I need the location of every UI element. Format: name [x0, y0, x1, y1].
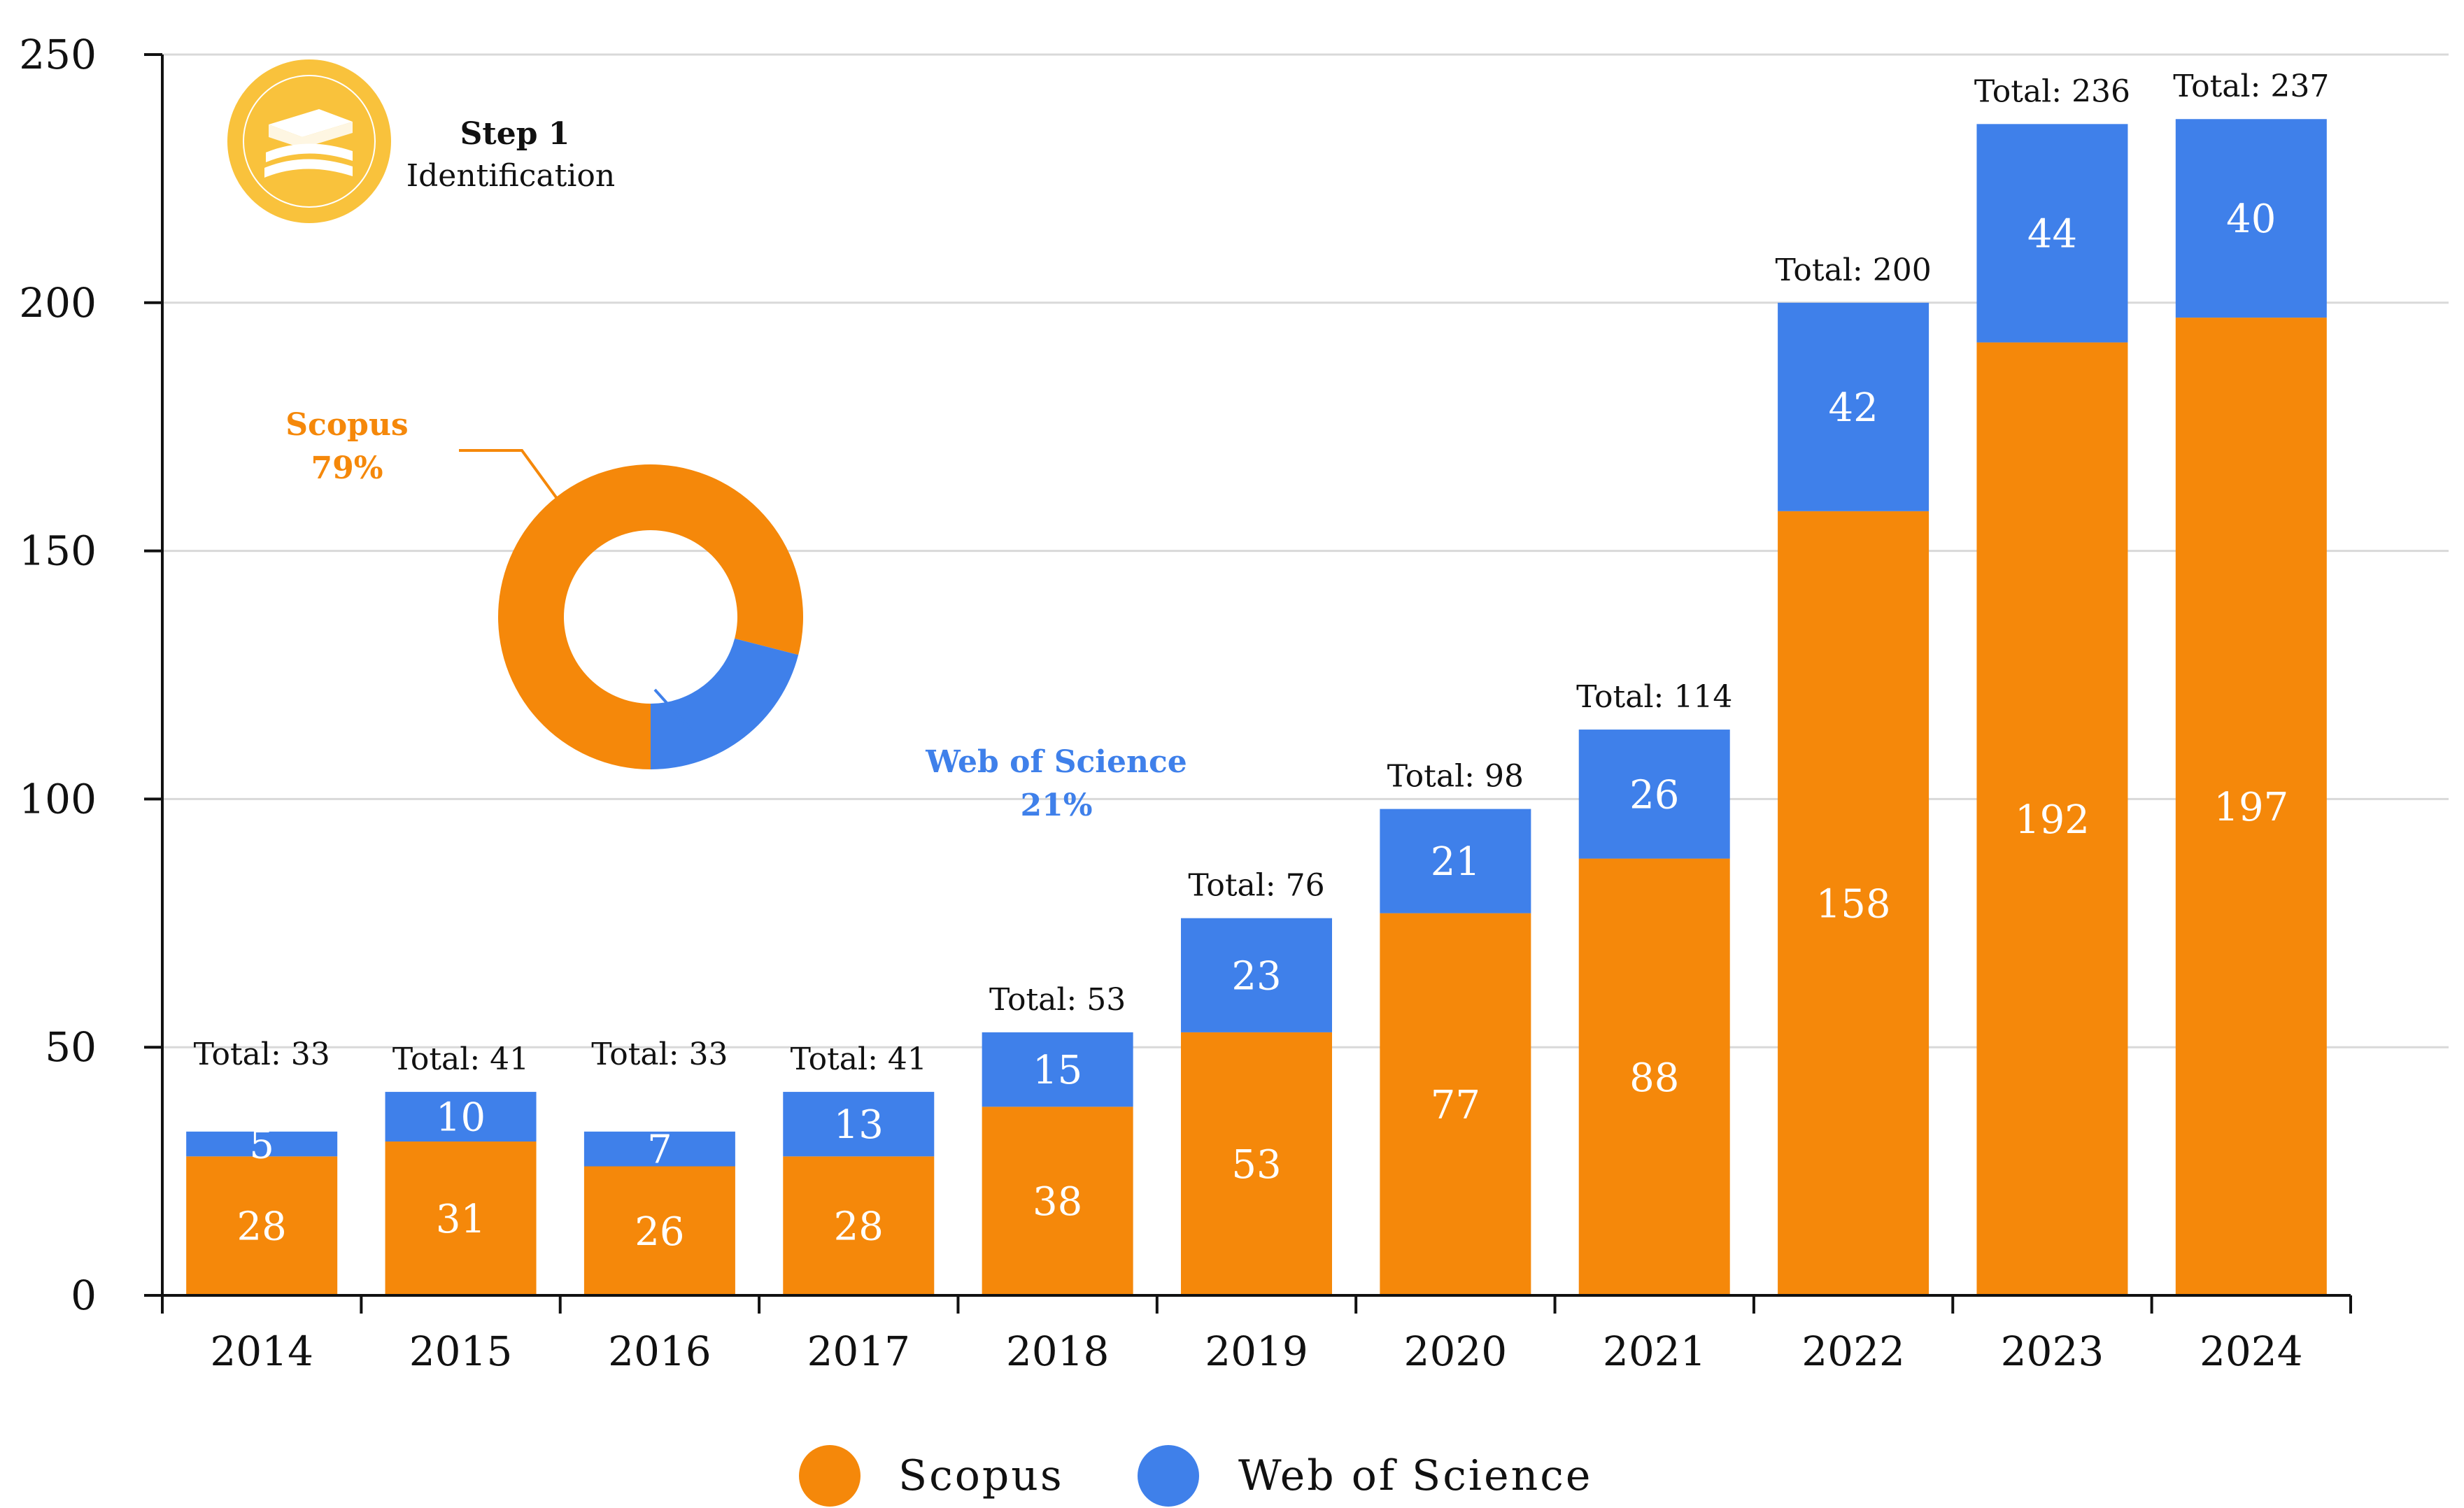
- donut-pct-wos: 21%: [1020, 788, 1092, 823]
- value-label-scopus-2014: 28: [237, 1204, 287, 1250]
- value-label-scopus-2015: 31: [436, 1197, 486, 1242]
- bars: [186, 119, 2327, 1295]
- x-tick-label-2019: 2019: [1205, 1328, 1308, 1375]
- bar-scopus-2015: [385, 1141, 537, 1295]
- x-tick-label-2020: 2020: [1404, 1328, 1508, 1375]
- y-tick-label-0: 0: [71, 1272, 97, 1319]
- value-label-scopus-2024: 197: [2214, 785, 2288, 830]
- bar-scopus-2017: [783, 1156, 935, 1295]
- value-label-wos-2024: 40: [2226, 197, 2276, 242]
- donut-slice-scopus: [497, 464, 803, 769]
- legend-label-wos: Web of Science: [1238, 1451, 1592, 1500]
- tick-labels: 0 50 100 150 200 250 2014 2015 2016 2017 2018 2019 2…: [19, 31, 2302, 1375]
- donut-chart: Scopus 79% Web of Science 21%: [285, 407, 1187, 823]
- x-tick-label-2023: 2023: [2001, 1328, 2104, 1375]
- bar-wos-2017: [783, 1092, 935, 1157]
- total-label-2015: Total: 41: [392, 1041, 529, 1077]
- value-label-wos-2023: 44: [2027, 211, 2077, 257]
- bar-wos-2019: [1181, 918, 1332, 1032]
- y-tick-label-100: 100: [19, 775, 97, 823]
- bar-wos-2015: [385, 1092, 537, 1142]
- x-tick-label-2022: 2022: [1801, 1328, 1905, 1375]
- x-tick-label-2017: 2017: [807, 1328, 910, 1375]
- bar-labels: 28 5 Total: 33 31 10 Total: 41 26 7 Total: 33 28 1…: [194, 69, 2330, 1255]
- value-label-scopus-2020: 77: [1431, 1083, 1480, 1128]
- legend-swatch-scopus: [799, 1445, 861, 1507]
- legend-swatch-wos: [1138, 1445, 1199, 1507]
- x-tick-label-2021: 2021: [1603, 1328, 1706, 1375]
- value-label-scopus-2017: 28: [834, 1204, 884, 1250]
- value-label-wos-2020: 21: [1431, 839, 1480, 885]
- bar-scopus-2020: [1380, 913, 1531, 1295]
- x-tick-label-2014: 2014: [210, 1328, 313, 1375]
- total-label-2018: Total: 53: [989, 982, 1126, 1018]
- value-label-wos-2014: 5: [249, 1123, 274, 1168]
- bar-scopus-2024: [2175, 318, 2327, 1295]
- y-tick-label-200: 200: [19, 279, 97, 327]
- bar-wos-2024: [2175, 119, 2327, 318]
- total-label-2020: Total: 98: [1387, 759, 1524, 795]
- total-label-2016: Total: 33: [591, 1037, 728, 1072]
- x-tick-label-2016: 2016: [608, 1328, 711, 1375]
- bar-scopus-2018: [982, 1107, 1133, 1295]
- total-label-2014: Total: 33: [194, 1037, 330, 1072]
- y-tick-label-250: 250: [19, 31, 97, 78]
- step-subtitle: Identification: [406, 158, 615, 194]
- bar-wos-2023: [1976, 124, 2128, 343]
- x-tick-label-2018: 2018: [1006, 1328, 1110, 1375]
- value-label-wos-2015: 10: [436, 1095, 486, 1141]
- bar-scopus-2021: [1578, 858, 1730, 1295]
- wos-leader-line: [653, 688, 742, 733]
- donut-slice-wos: [651, 638, 799, 769]
- total-label-2017: Total: 41: [791, 1041, 927, 1077]
- scopus-leader-line: [459, 449, 561, 504]
- legend: Scopus Web of Science: [799, 1445, 1592, 1507]
- bar-wos-2014: [186, 1131, 338, 1157]
- value-label-wos-2022: 42: [1828, 385, 1878, 431]
- y-tick-label-50: 50: [45, 1023, 97, 1071]
- value-label-wos-2021: 26: [1629, 772, 1679, 818]
- y-tick-label-150: 150: [19, 527, 97, 575]
- legend-label-scopus: Scopus: [898, 1451, 1064, 1500]
- total-label-2023: Total: 236: [1974, 73, 2130, 109]
- value-label-scopus-2021: 88: [1629, 1055, 1679, 1101]
- value-label-wos-2016: 7: [647, 1128, 672, 1173]
- value-label-scopus-2016: 26: [635, 1209, 684, 1255]
- bar-wos-2020: [1380, 809, 1531, 913]
- books-glyph: [264, 109, 353, 178]
- donut-label-scopus: Scopus: [285, 407, 408, 443]
- value-label-wos-2018: 15: [1033, 1048, 1082, 1093]
- bar-wos-2022: [1778, 302, 1930, 511]
- donut-pct-scopus: 79%: [311, 450, 383, 486]
- donut-label-wos: Web of Science: [925, 744, 1187, 780]
- bar-scopus-2016: [583, 1166, 735, 1295]
- total-label-2019: Total: 76: [1188, 868, 1324, 904]
- books-icon: [227, 59, 391, 223]
- x-tick-label-2024: 2024: [2200, 1328, 2303, 1375]
- bar-wos-2021: [1578, 730, 1730, 859]
- value-label-scopus-2019: 53: [1231, 1142, 1281, 1188]
- total-label-2021: Total: 114: [1576, 679, 1732, 715]
- axes: [144, 53, 2352, 1314]
- bar-scopus-2019: [1181, 1032, 1332, 1295]
- bar-wos-2016: [583, 1131, 735, 1167]
- value-label-scopus-2023: 192: [2015, 797, 2090, 843]
- total-label-2024: Total: 237: [2173, 69, 2329, 104]
- step-badge: Step 1 Identification: [227, 59, 615, 223]
- x-tick-label-2015: 2015: [409, 1328, 513, 1375]
- value-label-scopus-2018: 38: [1033, 1179, 1082, 1225]
- value-label-wos-2017: 13: [834, 1102, 884, 1148]
- bar-wos-2018: [982, 1032, 1133, 1107]
- total-label-2022: Total: 200: [1775, 252, 1931, 288]
- bar-scopus-2014: [186, 1156, 338, 1295]
- value-label-wos-2019: 23: [1231, 953, 1281, 999]
- bar-scopus-2023: [1976, 342, 2128, 1295]
- bar-scopus-2022: [1778, 511, 1930, 1295]
- value-label-scopus-2022: 158: [1816, 881, 1891, 927]
- step-title: Step 1: [460, 116, 570, 152]
